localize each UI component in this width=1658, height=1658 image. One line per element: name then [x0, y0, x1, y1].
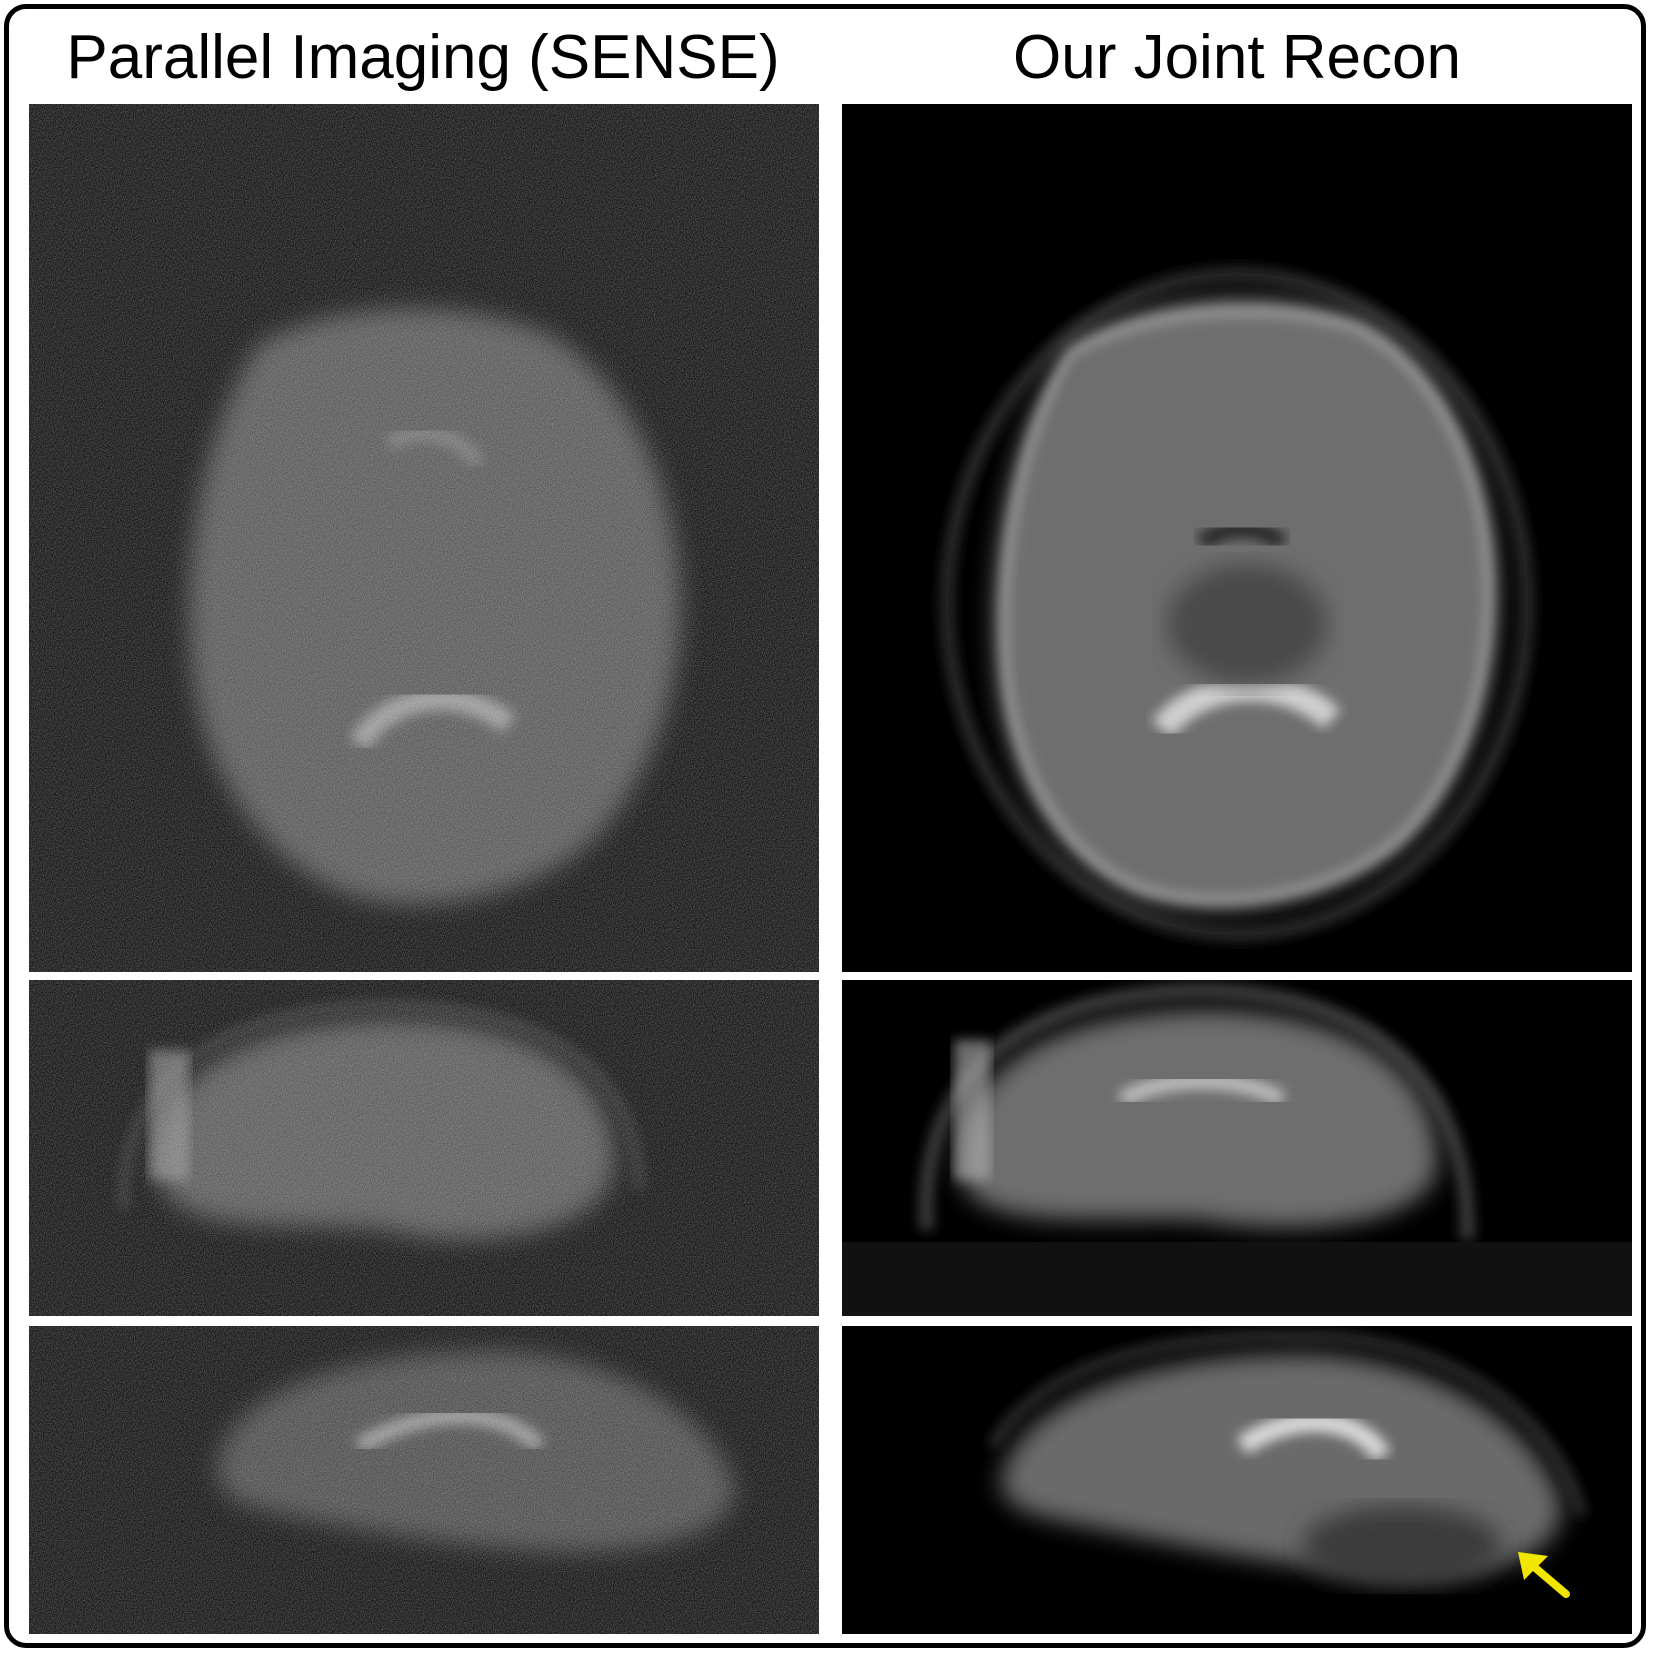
- joint-axial-image: [842, 104, 1632, 972]
- sense-column-title: Parallel Imaging (SENSE): [66, 23, 780, 92]
- joint-sagittal-image: [842, 1326, 1632, 1634]
- sense-axial-image: [29, 104, 819, 972]
- joint-coronal-image: [842, 980, 1632, 1316]
- sense-sagittal-image: [29, 1326, 819, 1634]
- sense-coronal-image: [29, 980, 819, 1316]
- arrow-icon: [1518, 1552, 1570, 1598]
- joint-recon-column-title: Our Joint Recon: [1013, 23, 1461, 92]
